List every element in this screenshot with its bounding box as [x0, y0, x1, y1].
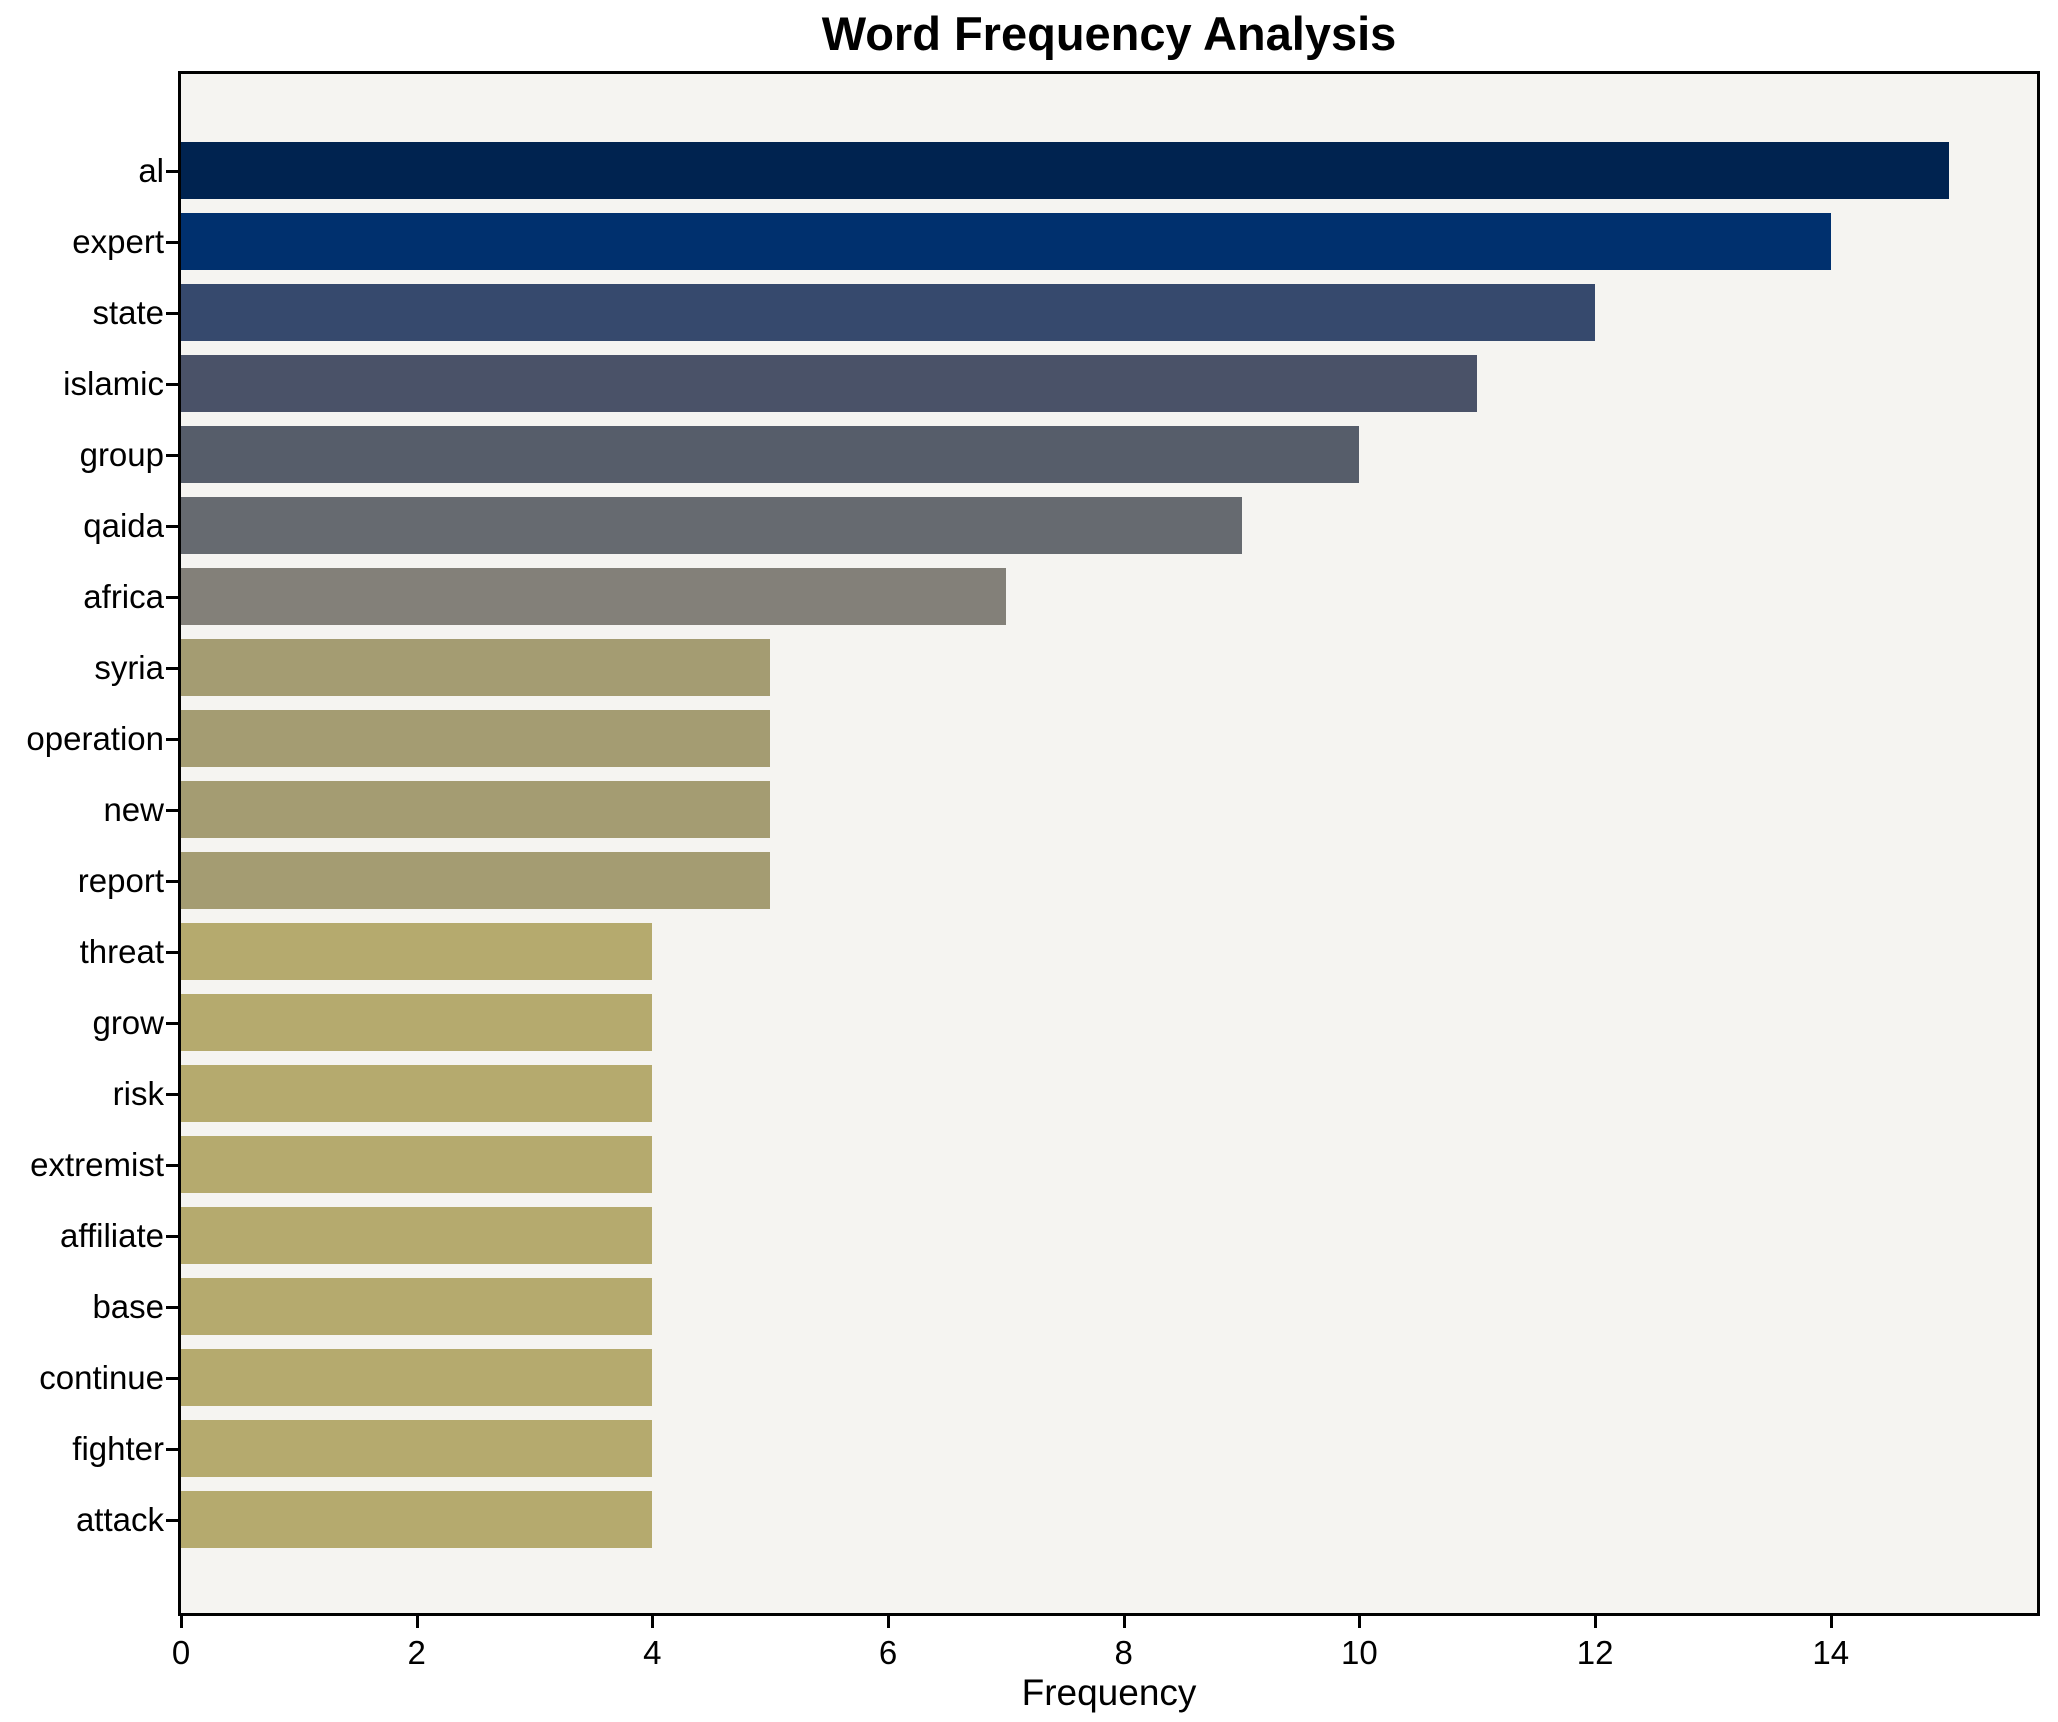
bar-extremist — [181, 1136, 652, 1193]
bar-threat — [181, 923, 652, 980]
y-tick-mark — [166, 1021, 178, 1025]
y-tick-mark — [166, 1234, 178, 1238]
bar-group — [181, 426, 1359, 483]
y-tick-mark — [166, 1447, 178, 1451]
bar-syria — [181, 639, 770, 696]
bar-attack — [181, 1491, 652, 1548]
y-tick-mark — [166, 595, 178, 599]
y-tick-label-africa: africa — [83, 577, 164, 615]
bar-report — [181, 852, 770, 909]
x-tick-label-4: 4 — [643, 1634, 662, 1671]
bar-operation — [181, 710, 770, 767]
bar-affiliate — [181, 1207, 652, 1264]
x-tick-label-14: 14 — [1812, 1634, 1850, 1671]
y-tick-label-continue: continue — [39, 1358, 164, 1396]
y-tick-mark — [166, 311, 178, 315]
y-tick-label-base: base — [92, 1287, 164, 1325]
y-tick-label-attack: attack — [75, 1500, 164, 1538]
x-tick-mark — [887, 1616, 891, 1628]
y-tick-label-expert: expert — [72, 222, 164, 260]
bar-grow — [181, 994, 652, 1051]
bar-risk — [181, 1065, 652, 1122]
y-tick-label-grow: grow — [92, 1003, 164, 1041]
x-tick-mark — [415, 1616, 419, 1628]
y-tick-label-new: new — [103, 790, 164, 828]
y-tick-mark — [166, 1092, 178, 1096]
y-tick-label-state: state — [92, 293, 164, 331]
bar-africa — [181, 568, 1006, 625]
y-tick-label-risk: risk — [112, 1074, 164, 1112]
x-tick-mark — [1358, 1616, 1362, 1628]
y-tick-mark — [166, 808, 178, 812]
bar-fighter — [181, 1420, 652, 1477]
y-tick-label-syria: syria — [94, 648, 164, 686]
y-tick-mark — [166, 1163, 178, 1167]
y-tick-label-report: report — [77, 861, 164, 899]
y-tick-mark — [166, 169, 178, 173]
y-tick-label-islamic: islamic — [63, 364, 164, 402]
x-tick-label-6: 6 — [878, 1634, 898, 1671]
y-tick-mark — [166, 453, 178, 457]
y-tick-label-affiliate: affiliate — [60, 1216, 164, 1254]
bar-continue — [181, 1349, 652, 1406]
y-tick-label-threat: threat — [79, 932, 164, 970]
y-tick-mark — [166, 1518, 178, 1522]
bar-state — [181, 284, 1595, 341]
y-tick-label-extremist: extremist — [30, 1145, 164, 1183]
y-tick-mark — [166, 737, 178, 741]
y-tick-mark — [166, 1305, 178, 1309]
bar-qaida — [181, 497, 1242, 554]
y-tick-label-group: group — [79, 435, 164, 473]
x-tick-label-2: 2 — [407, 1634, 426, 1671]
y-tick-mark — [166, 879, 178, 883]
x-tick-mark — [651, 1616, 655, 1628]
y-tick-mark — [166, 666, 178, 670]
y-tick-mark — [166, 382, 178, 386]
x-tick-mark — [180, 1616, 183, 1628]
y-tick-label-al: al — [138, 151, 164, 189]
x-tick-label-8: 8 — [1114, 1634, 1133, 1671]
plot-area — [178, 71, 2040, 1616]
x-tick-label-10: 10 — [1341, 1634, 1378, 1671]
y-tick-mark — [166, 240, 178, 244]
y-tick-label-qaida: qaida — [83, 506, 164, 544]
y-tick-mark — [166, 524, 178, 528]
x-tick-label-0: 0 — [171, 1634, 191, 1671]
y-tick-mark — [166, 1376, 178, 1380]
x-axis-title: Frequency — [1021, 1672, 1197, 1713]
bar-islamic — [181, 355, 1477, 412]
y-tick-label-operation: operation — [26, 719, 164, 757]
x-tick-mark — [1594, 1616, 1598, 1628]
bar-new — [181, 781, 770, 838]
x-tick-mark — [1829, 1616, 1833, 1628]
y-tick-label-fighter: fighter — [72, 1429, 164, 1467]
x-tick-mark — [1122, 1616, 1126, 1628]
x-tick-label-12: 12 — [1576, 1634, 1614, 1671]
y-tick-mark — [166, 950, 178, 954]
bar-expert — [181, 213, 1831, 270]
chart-title: Word Frequency Analysis — [821, 7, 1397, 60]
bar-al — [181, 142, 1949, 199]
bar-base — [181, 1278, 652, 1335]
